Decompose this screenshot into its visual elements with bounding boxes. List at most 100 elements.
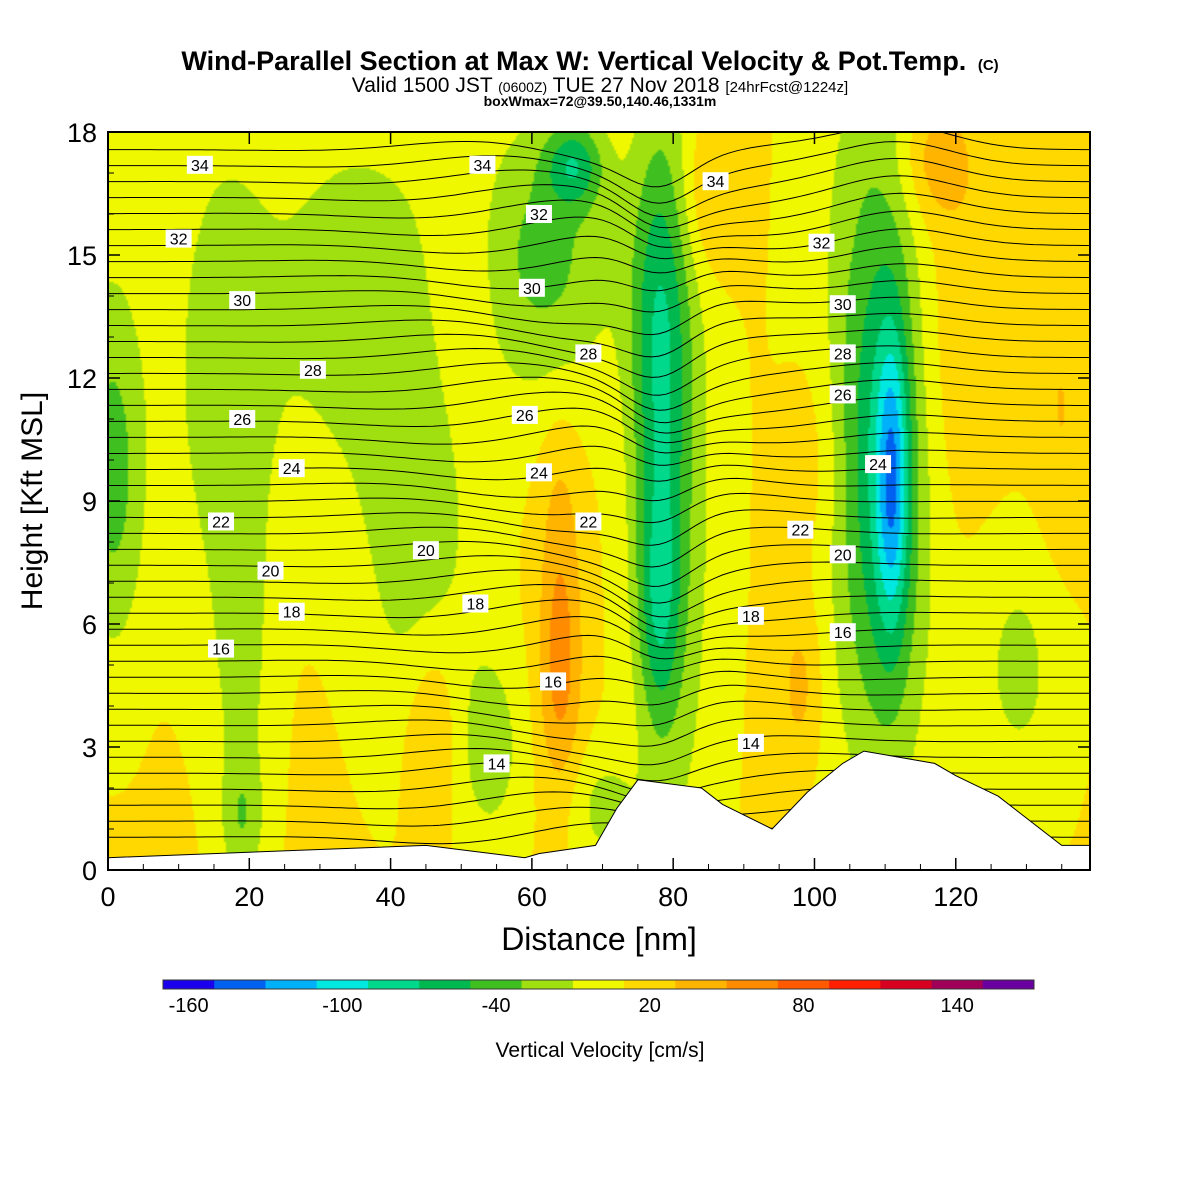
contour-label-box [165,229,192,248]
isentrope-line [108,526,1090,568]
x-tick-label: 60 [517,882,547,912]
contour-label: 28 [834,346,852,363]
isentrope-line [108,670,1090,689]
isentrope-line [108,228,1090,260]
x-tick-label: 100 [792,882,837,912]
isentrope-line [108,509,1090,546]
contour-label-box [575,512,602,531]
contour-label: 14 [488,756,506,773]
contour-label-box [299,360,326,379]
isentrope-line [108,717,1090,747]
isentrope-line [108,540,1090,587]
isentrope-line [108,280,1090,313]
isentrope-line [108,391,1090,434]
contour-label: 32 [530,207,548,224]
colorbar [162,979,1035,990]
contour-label: 20 [262,564,280,581]
isentrope-line [108,464,1090,482]
contour-label: 26 [516,408,534,425]
y-tick-label: 15 [67,241,97,271]
contour-label: 18 [283,605,301,622]
isentrope-line [108,158,1090,217]
isentrope-line [108,569,1090,618]
contour-label: 16 [212,642,230,659]
plot-area [108,132,1090,870]
contour-label: 22 [791,523,809,540]
contour-label-box [229,291,256,310]
contour-label: 14 [742,736,760,753]
y-tick-label: 6 [82,610,97,640]
x-tick-label: 80 [658,882,688,912]
colorbar-swatch [521,980,574,989]
chart-title: Wind-Parallel Section at Max W: Vertical… [181,46,998,76]
isentrope-line [108,599,1090,639]
isentrope-line [108,263,1090,292]
contour-label-box [412,541,439,560]
contour-label: 30 [523,281,541,298]
colorbar-swatch [624,980,676,989]
isentrope-line [108,345,1090,396]
isentrope-line [108,655,1090,672]
isentrope-line [108,616,1090,649]
x-tick-label: 0 [100,882,115,912]
colorbar-swatch [982,980,1035,989]
colorbar-swatch [777,980,830,989]
isentrope-line [108,376,1090,424]
colorbar-label: Vertical Velocity [cm/s] [496,1039,705,1062]
contour-label: 16 [544,674,562,691]
contour-label-box [575,344,602,363]
x-tick-label: 20 [234,882,264,912]
isentrope-line [108,312,1090,358]
colorbar-swatch [880,980,932,989]
isentrope-line [108,634,1090,660]
isentrope-line [108,700,1090,727]
contour-label-box [186,155,213,174]
y-axis-label: Height [Kft MSL] [16,392,49,610]
contour-label: 24 [869,457,887,474]
isentrope-line [108,733,1090,766]
colorbar-tick-label: -100 [322,995,362,1017]
colorbar-tick-label: -160 [169,995,209,1017]
x-axis-label: Distance [nm] [501,921,697,957]
contour-label-box [540,672,567,691]
contour-label-box [702,172,729,191]
colorbar-swatch [726,980,779,989]
contour-label-box [737,733,764,752]
y-tick-label: 3 [82,733,97,763]
contour-label-box [525,463,552,482]
colorbar-tick-labels: -160 -100 -40 20 80 140 [169,995,974,1017]
contour-label-box [808,233,835,252]
contour-label-box [518,278,545,297]
contour-label-box [737,606,764,625]
contour-label-box [829,545,856,564]
contour-label-box [829,385,856,404]
isentrope-line [108,445,1090,466]
contour-label-box [483,754,510,773]
y-tick-label: 12 [67,364,97,394]
isentrope-line [108,210,1090,248]
contour-label-box [469,155,496,174]
contour-label-box [278,459,305,478]
colorbar-swatch [265,980,318,989]
contour-label: 30 [233,293,251,310]
contour-label: 28 [304,363,322,380]
contour-label: 34 [707,174,725,191]
contour-label-box [208,639,235,658]
contour-label-box [787,520,814,539]
y-tick-label: 0 [82,856,97,886]
contour-label: 18 [466,597,484,614]
contour-label-box [829,295,856,314]
contour-label: 24 [283,461,301,478]
contour-label: 28 [580,346,598,363]
contour-label-box [278,602,305,621]
colorbar-swatch [931,980,984,989]
contour-labels: 34 32 30 28 26 24 22 20 18 16 34 32 30 28 26 24 22 20 18 16… [165,155,892,773]
contour-label: 18 [742,609,760,626]
colorbar-swatch [367,980,420,989]
colorbar-tick-label: -40 [482,995,511,1017]
isentrope-line [108,425,1090,454]
isentrope-line [108,192,1090,239]
isentrope-line [108,583,1090,629]
contour-label: 30 [834,297,852,314]
